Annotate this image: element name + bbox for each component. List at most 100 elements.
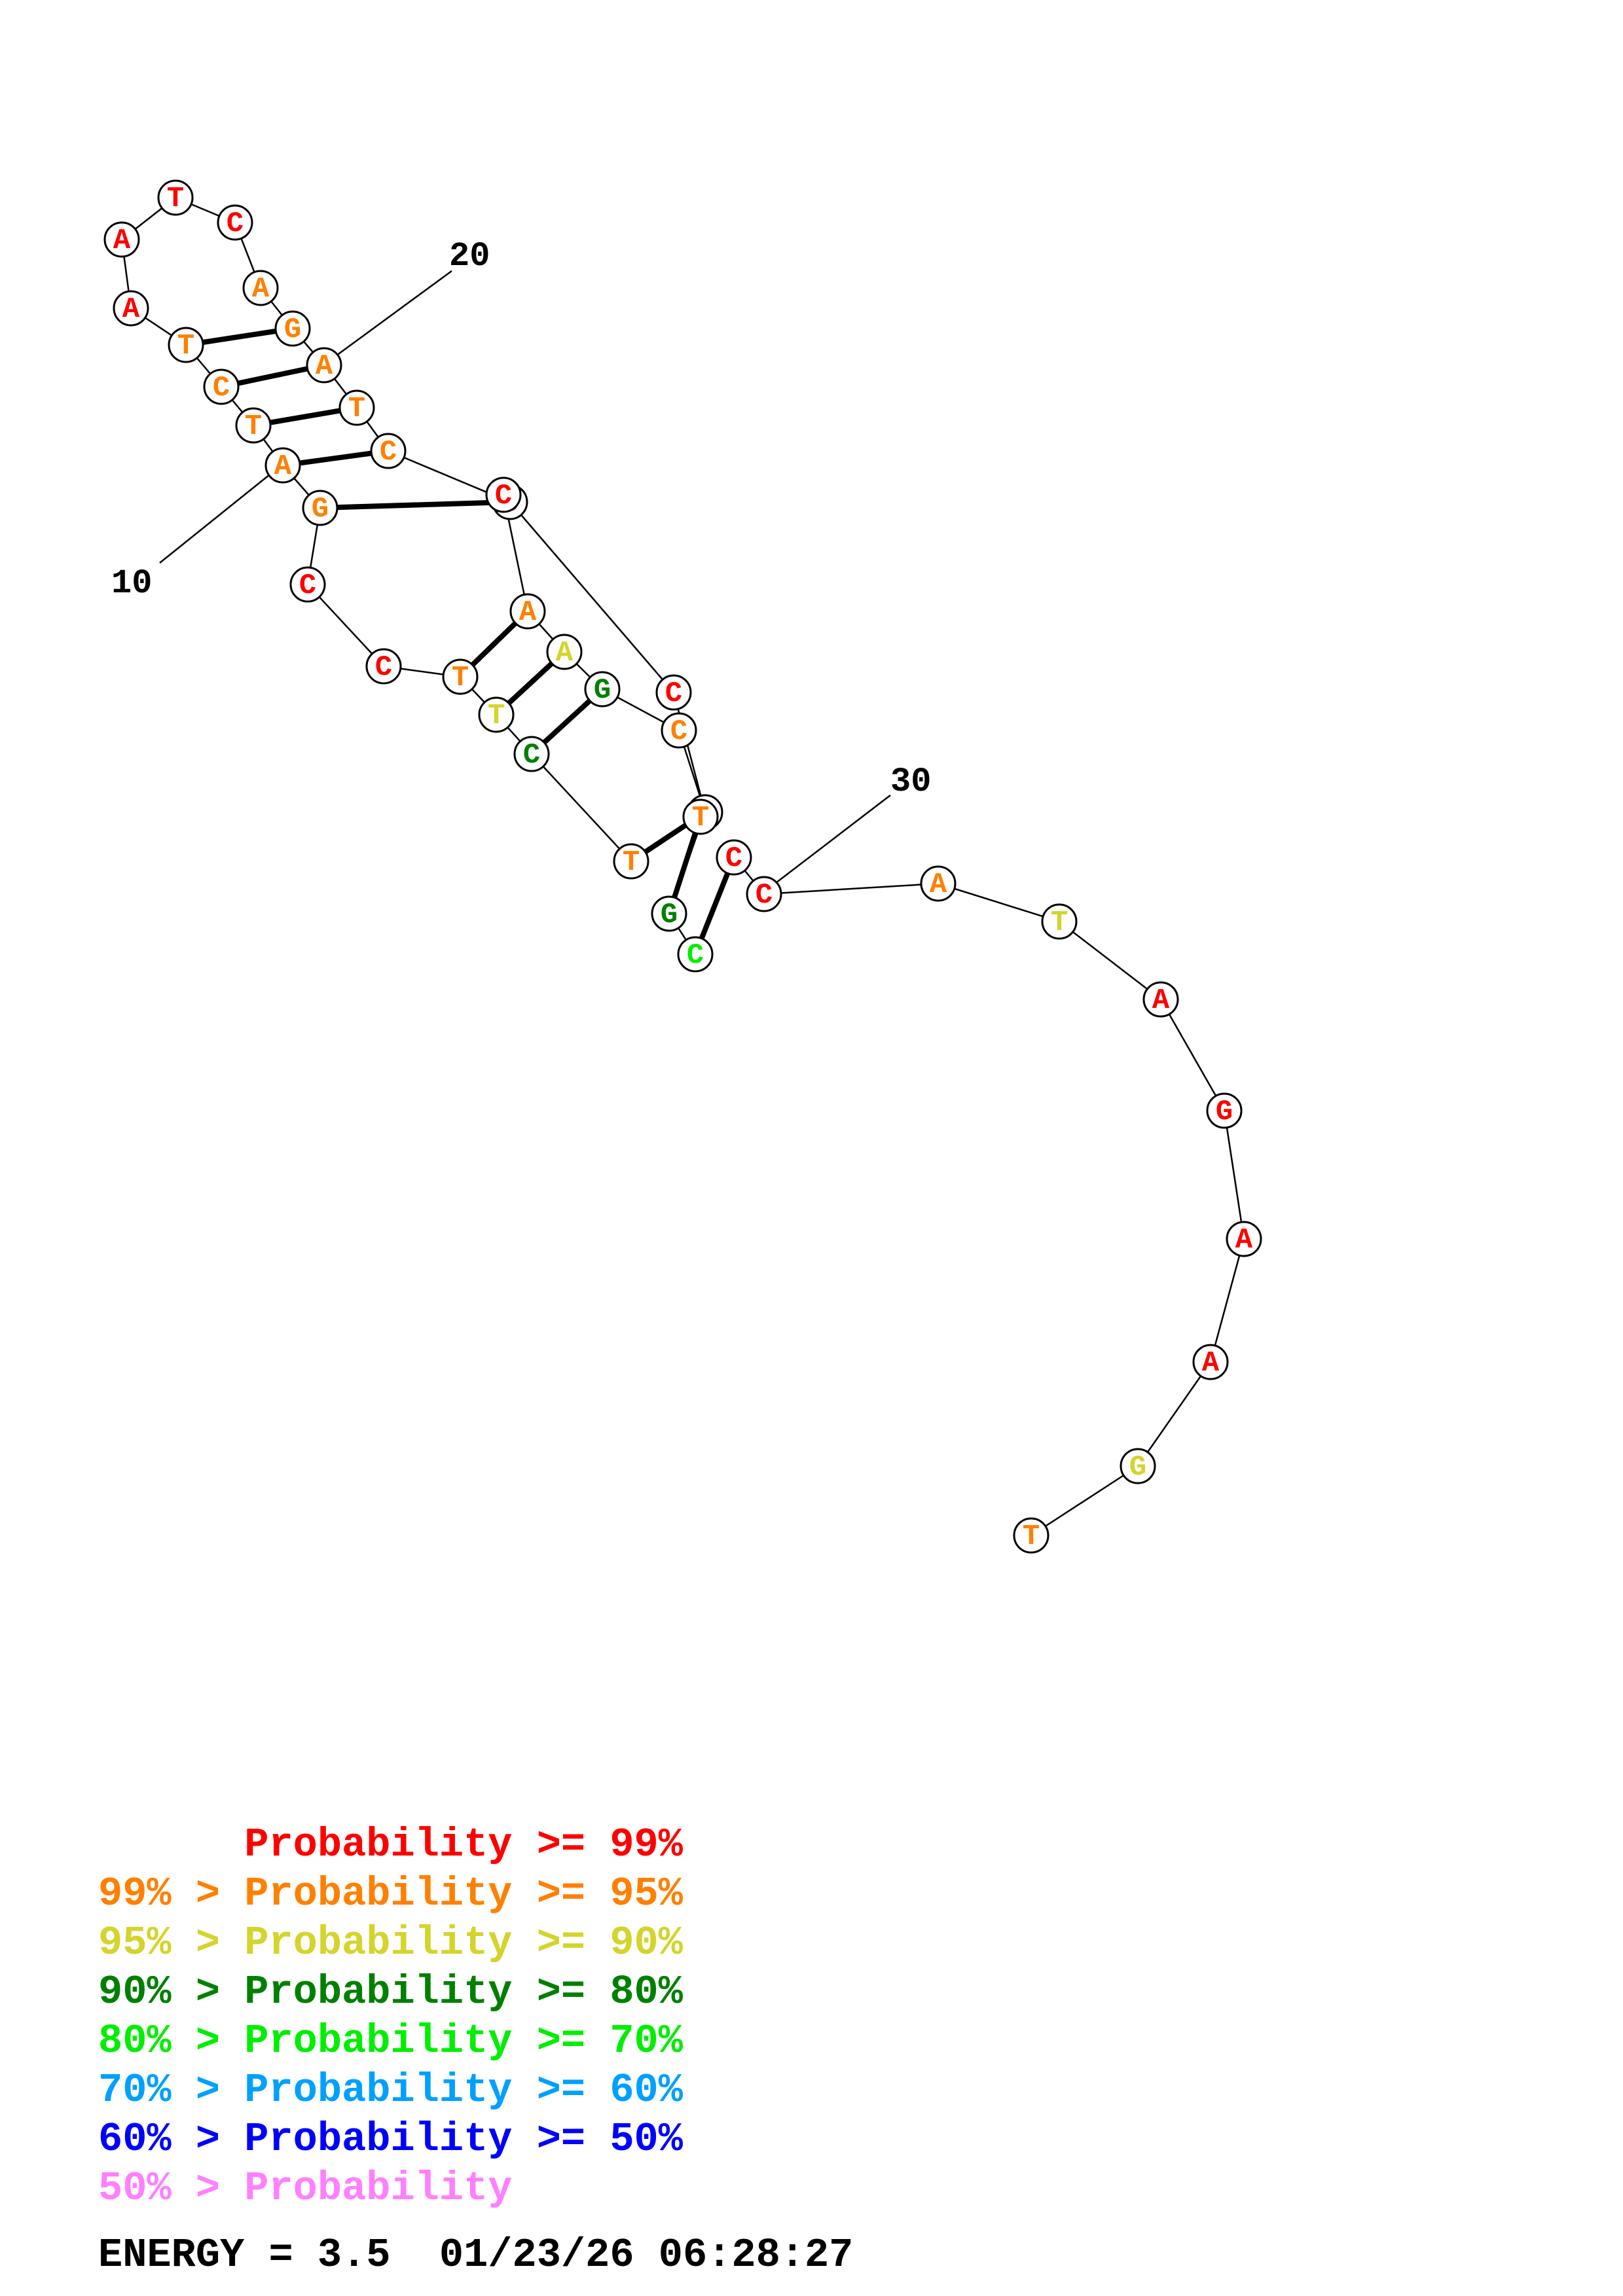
backbone-segment: [1030, 1465, 1139, 1537]
nucleotide-letter: A: [1202, 1347, 1220, 1380]
nucleotide: A: [1142, 981, 1179, 1018]
legend-entry: 99% > Probability >= 95%: [98, 1871, 684, 1917]
nucleotide-circle: [370, 433, 407, 469]
nucleotide-letter: C: [299, 569, 316, 602]
backbone-segment: [763, 882, 939, 895]
position-markers: 10 20 30: [111, 237, 931, 892]
nucleotide-circle: [682, 798, 719, 835]
nucleotide-circle: [203, 368, 240, 405]
nucleotide: C: [661, 712, 697, 749]
nucleotide-letter: T: [348, 393, 365, 425]
nucleotide: A: [306, 347, 342, 384]
legend-entry: 90% > Probability >= 80%: [98, 1969, 684, 2015]
nucleotide: G: [1120, 1448, 1156, 1484]
legend-entry: 50% > Probability: [98, 2165, 513, 2212]
backbone-segment: [1209, 1238, 1245, 1363]
nucleotide-letter: T: [452, 662, 469, 694]
nucleotide-circle: [365, 648, 402, 685]
nucleotide-letter: G: [1216, 1096, 1233, 1128]
legend-entry: Probability >= 99%: [98, 1821, 684, 1868]
nucleotide-circle: [613, 843, 649, 880]
nucleotide-letter: C: [665, 677, 682, 710]
nucleotide-circle: [442, 658, 479, 695]
nucleotide: C: [513, 736, 550, 772]
probability-legend: Probability >= 99%99% > Probability >= 9…: [98, 1821, 684, 2212]
nucleotide-letter: C: [375, 651, 392, 684]
nucleotide: C: [217, 204, 253, 241]
nucleotide: G: [651, 895, 687, 932]
nucleotide: T: [442, 658, 479, 695]
nucleotide-letter: C: [213, 372, 230, 404]
tick-30: [764, 795, 891, 892]
nucleotide-circle: [235, 407, 272, 444]
nucleotide-letter: G: [284, 314, 301, 346]
nucleotide: C: [746, 876, 782, 912]
label-30: 30: [890, 762, 931, 801]
nucleotide-circle: [513, 736, 550, 772]
nucleotide: C: [370, 433, 407, 469]
nucleotide-circle: [274, 310, 311, 347]
nucleotide-letter: C: [380, 436, 397, 469]
nucleotide: A: [920, 865, 957, 902]
nucleotide: A: [242, 270, 279, 306]
backbone-segment: [307, 584, 384, 667]
nucleotide-circle: [1142, 981, 1179, 1018]
nucleotide-circle: [485, 476, 522, 513]
nucleotide: T: [478, 696, 515, 733]
label-20: 20: [449, 237, 490, 276]
nucleotide: C: [655, 674, 692, 711]
nucleotide-circle: [1226, 1221, 1262, 1257]
nucleotide: T: [682, 798, 719, 835]
nucleotide: A: [509, 593, 546, 630]
nucleotide-letter: G: [1129, 1451, 1146, 1484]
backbone-segment: [938, 882, 1060, 923]
nucleotide-circle: [584, 671, 621, 708]
label-10: 10: [111, 564, 152, 603]
nucleotide: C: [485, 476, 522, 513]
nucleotide-circle: [1192, 1344, 1229, 1380]
bases: CGATCTAATCAGATCCCAAGCAGCCCATAGAAGTCTTCTT…: [103, 179, 1262, 1554]
nucleotide-letter: A: [274, 450, 292, 483]
backbone-segment: [531, 753, 632, 862]
nucleotide-circle: [509, 593, 546, 630]
tick-20: [323, 270, 452, 366]
nucleotide-circle: [746, 876, 782, 912]
nucleotide-circle: [1041, 903, 1078, 940]
nucleotide: A: [264, 447, 301, 484]
nucleotide: G: [584, 671, 621, 708]
nucleotide-letter: G: [661, 899, 678, 931]
nucleotide-circle: [716, 839, 752, 876]
nucleotide-letter: A: [252, 273, 270, 306]
nucleotide-letter: T: [692, 802, 709, 834]
nucleotide: G: [302, 490, 338, 526]
nucleotide-circle: [217, 204, 253, 241]
nucleotide-letter: T: [488, 700, 505, 732]
nucleotide: C: [203, 368, 240, 405]
nucleotide-letter: C: [495, 480, 512, 512]
nucleotide-circle: [1013, 1517, 1049, 1554]
nucleotide-circle: [103, 221, 140, 258]
nucleotide-letter: T: [623, 846, 640, 879]
legend-entry: 60% > Probability >= 50%: [98, 2116, 684, 2162]
nucleotide-letter: T: [167, 183, 184, 215]
nucleotide: C: [677, 936, 714, 973]
nucleotide-letter: T: [1051, 906, 1068, 939]
energy-footer: ENERGY = 3.5 01/23/26 06:28:27: [98, 2232, 853, 2278]
nucleotide: A: [103, 221, 140, 258]
nucleotide-letter: A: [1152, 984, 1170, 1017]
nucleotide: T: [157, 179, 194, 216]
nucleotide-circle: [338, 389, 375, 426]
nucleotide-letter: T: [1023, 1520, 1040, 1553]
nucleotide-letter: A: [1235, 1224, 1253, 1257]
tick-10: [159, 463, 283, 564]
nucleotide: A: [1192, 1344, 1229, 1380]
backbone-segment: [1223, 1110, 1245, 1240]
nucleotide: C: [289, 566, 326, 603]
nucleotide-letter: C: [227, 207, 244, 240]
nucleotide-letter: C: [725, 842, 742, 875]
nucleotide-letter: C: [756, 879, 773, 912]
nucleotide-letter: A: [113, 224, 131, 257]
nucleotide: T: [1013, 1517, 1049, 1554]
nucleotide: T: [235, 407, 272, 444]
